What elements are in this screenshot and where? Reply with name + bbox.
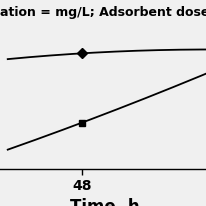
X-axis label: Time, h.: Time, h.: [70, 198, 146, 206]
Text: ation = mg/L; Adsorbent dose = 1g: ation = mg/L; Adsorbent dose = 1g: [0, 6, 206, 19]
